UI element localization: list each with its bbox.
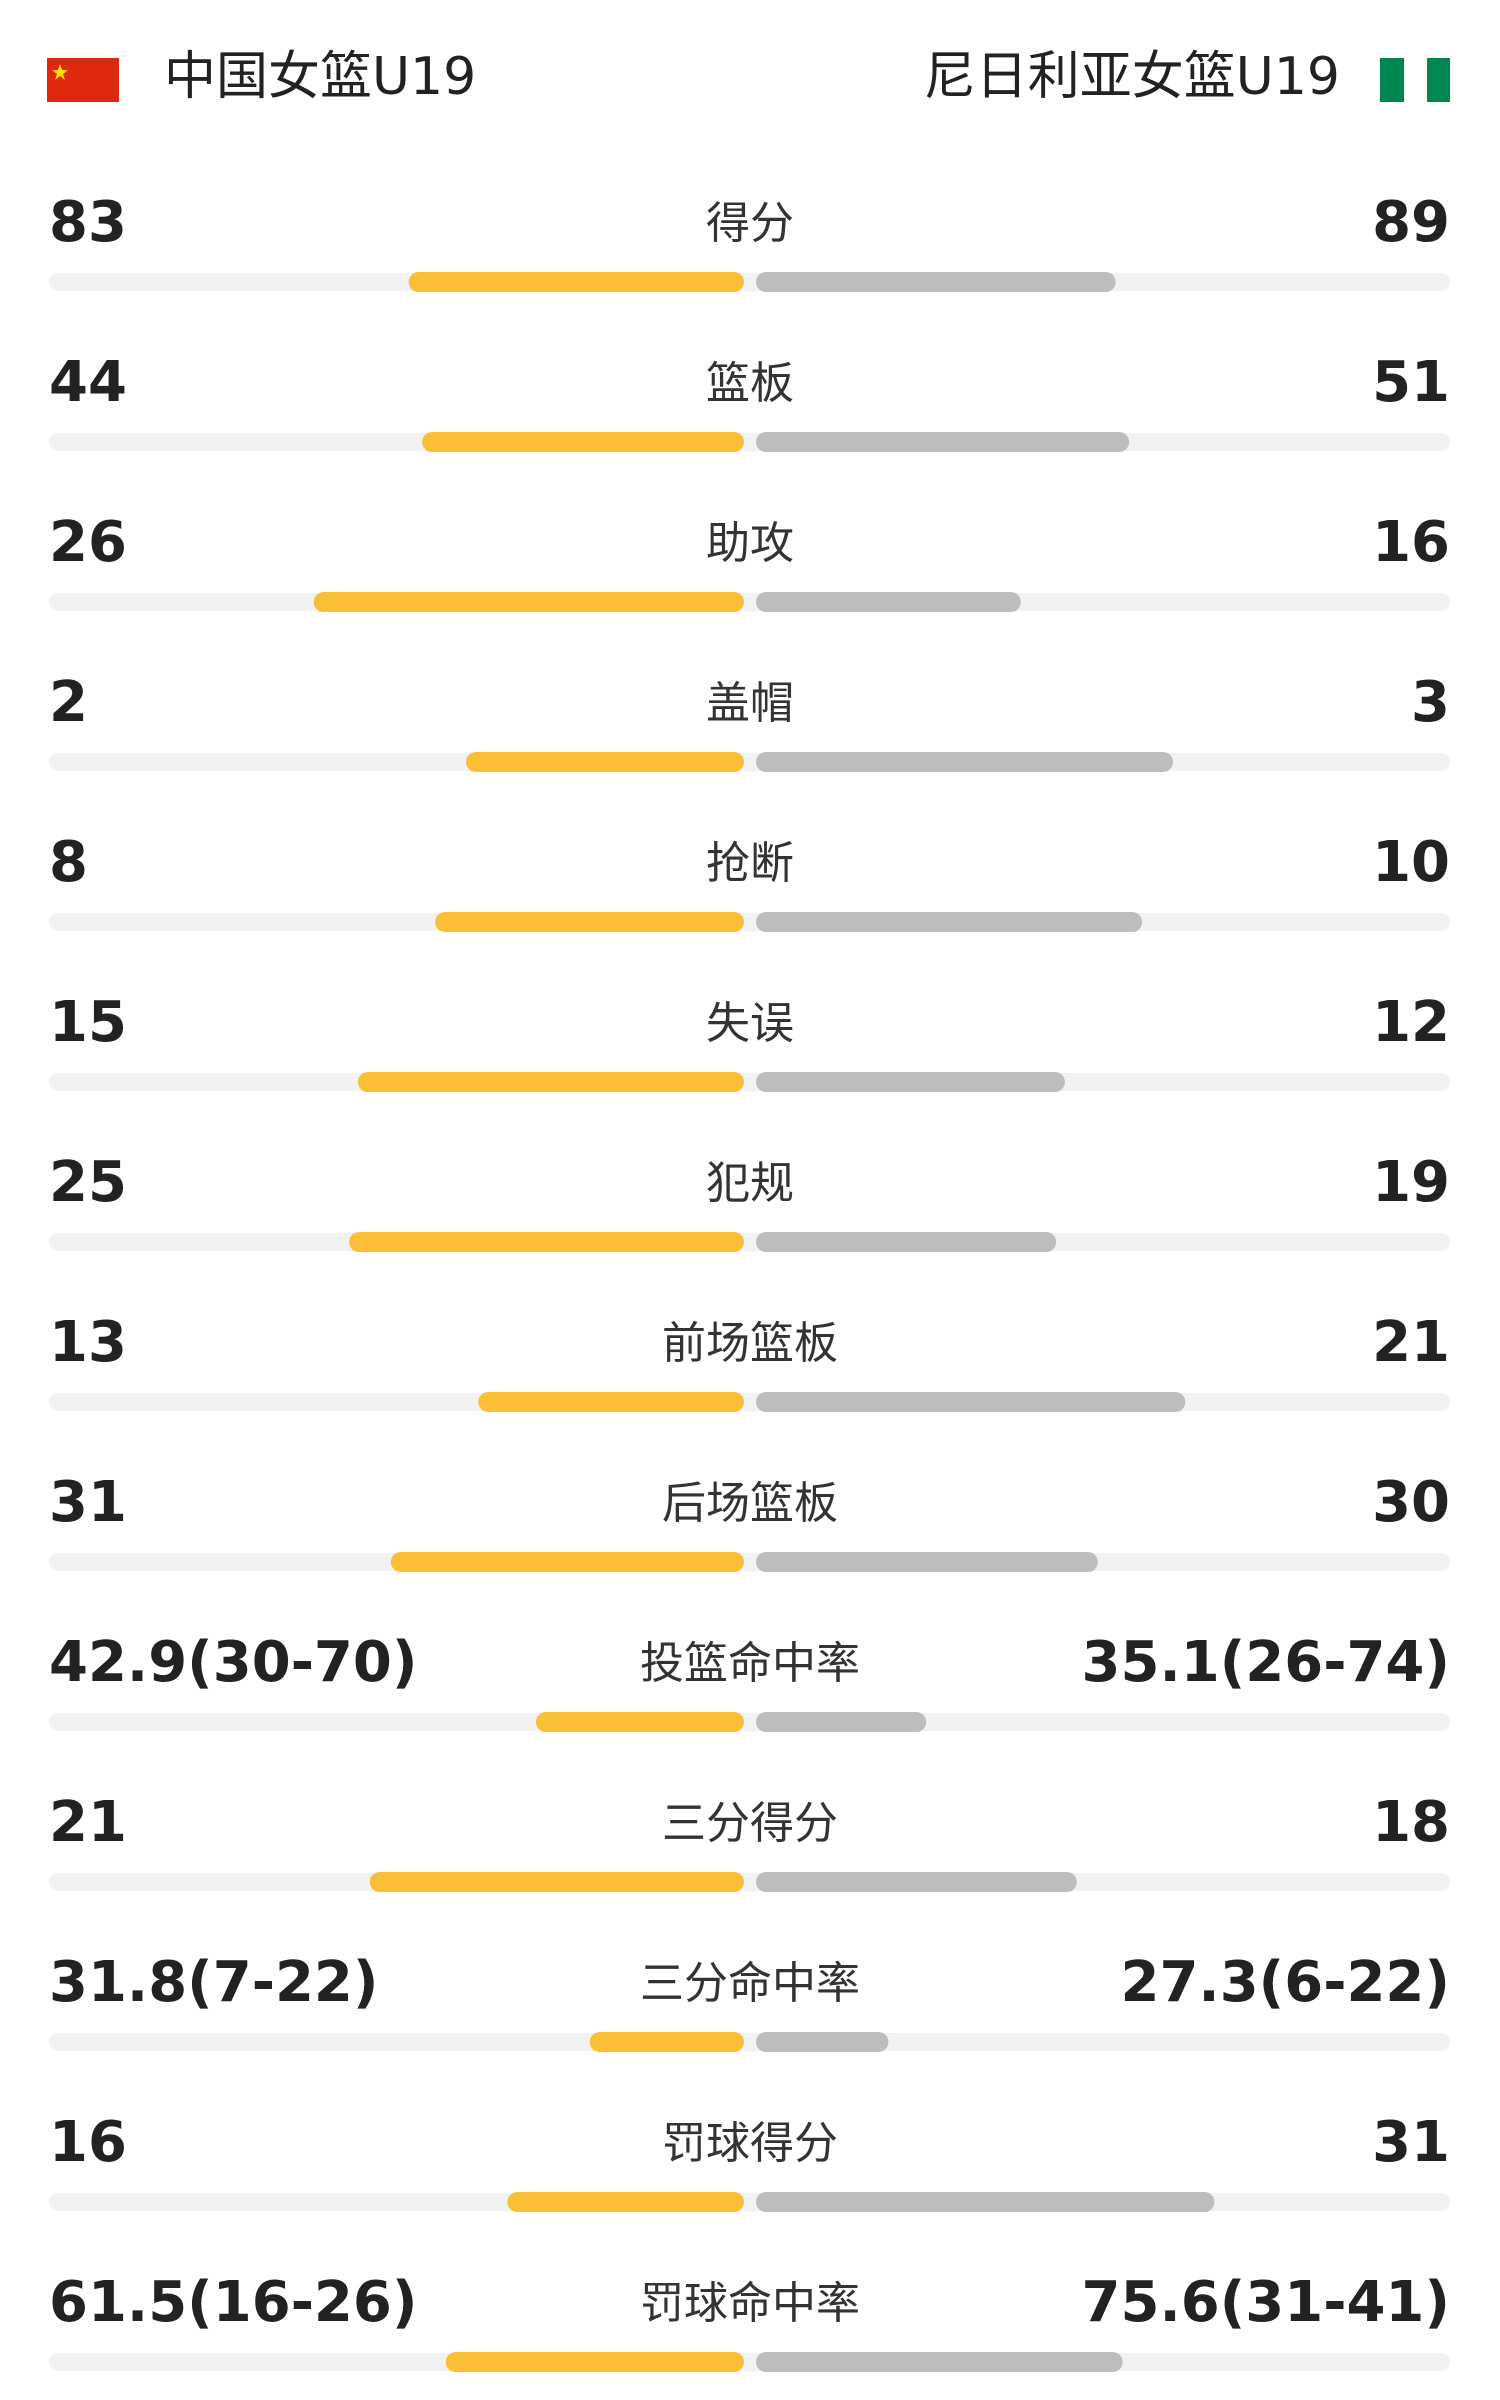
away-bar bbox=[756, 752, 1173, 772]
away-bar bbox=[756, 272, 1116, 292]
home-value: 8 bbox=[49, 830, 88, 895]
home-bar bbox=[369, 1872, 744, 1892]
away-value: 12 bbox=[1372, 990, 1450, 1055]
away-value: 51 bbox=[1372, 350, 1450, 415]
away-value: 16 bbox=[1372, 510, 1450, 575]
away-bar bbox=[756, 1232, 1057, 1252]
home-bar bbox=[507, 2192, 744, 2212]
away-bar bbox=[756, 2032, 889, 2052]
home-bar bbox=[478, 1392, 744, 1412]
away-bar bbox=[756, 1392, 1186, 1412]
home-bar bbox=[589, 2032, 744, 2052]
stat-label: 篮板 bbox=[706, 358, 794, 409]
away-bar bbox=[756, 2192, 1215, 2212]
stat-label: 助攻 bbox=[706, 518, 794, 569]
home-value: 2 bbox=[49, 670, 88, 735]
home-bar bbox=[535, 1712, 744, 1732]
home-bar bbox=[357, 1072, 744, 1092]
home-value: 16 bbox=[49, 2110, 127, 2175]
home-bar bbox=[445, 2352, 744, 2372]
bar-track bbox=[49, 1873, 1450, 1891]
home-bar bbox=[435, 912, 744, 932]
home-value: 15 bbox=[49, 990, 127, 1055]
away-value: 10 bbox=[1372, 830, 1450, 895]
flag-stripe bbox=[1427, 58, 1450, 102]
away-value: 30 bbox=[1372, 1470, 1450, 1535]
home-bar bbox=[408, 272, 744, 292]
bar-track bbox=[49, 433, 1450, 451]
home-bar bbox=[313, 592, 744, 612]
away-value: 31 bbox=[1372, 2110, 1450, 2175]
stat-label: 投篮命中率 bbox=[640, 1638, 860, 1689]
home-team: 中国女篮U19 bbox=[164, 47, 476, 107]
china-flag bbox=[47, 58, 119, 102]
home-value: 26 bbox=[49, 510, 127, 575]
bar-track bbox=[49, 913, 1450, 931]
away-value: 89 bbox=[1372, 190, 1450, 255]
stat-label: 抢断 bbox=[706, 838, 794, 889]
bar-track bbox=[49, 753, 1450, 771]
home-value: 61.5(16-26) bbox=[49, 2270, 417, 2335]
home-value: 31.8(7-22) bbox=[49, 1950, 379, 2015]
home-value: 25 bbox=[49, 1150, 127, 1215]
home-bar bbox=[466, 752, 744, 772]
flag-star bbox=[52, 64, 68, 80]
stat-rows: 83 89 得分 44 51 篮板 26 16 助攻 2 3 盖帽 8 10 抢断 15 12 失误 25 19 犯规 1… bbox=[49, 190, 1450, 2372]
bar-track bbox=[49, 1553, 1450, 1571]
away-bar bbox=[756, 1072, 1065, 1092]
away-bar bbox=[756, 1872, 1077, 1892]
stat-label: 得分 bbox=[706, 198, 794, 249]
nigeria-flag bbox=[1380, 58, 1450, 102]
away-team: 尼日利亚女篮U19 bbox=[924, 47, 1340, 107]
away-value: 27.3(6-22) bbox=[1121, 1950, 1451, 2015]
bar-track bbox=[49, 1713, 1450, 1731]
home-value: 31 bbox=[49, 1470, 127, 1535]
stat-label: 三分得分 bbox=[662, 1798, 838, 1849]
home-bar bbox=[349, 1232, 744, 1252]
away-value: 75.6(31-41) bbox=[1082, 2270, 1450, 2335]
away-bar bbox=[756, 1552, 1098, 1572]
away-bar bbox=[756, 592, 1021, 612]
bar-track bbox=[49, 1073, 1450, 1091]
bar-track bbox=[49, 273, 1450, 291]
stat-label: 盖帽 bbox=[706, 678, 794, 729]
away-bar bbox=[756, 2352, 1123, 2372]
stat-label: 罚球得分 bbox=[662, 2118, 838, 2169]
stat-label: 罚球命中率 bbox=[640, 2278, 860, 2329]
away-value: 35.1(26-74) bbox=[1082, 1630, 1450, 1695]
away-bar bbox=[756, 432, 1130, 452]
home-bar bbox=[390, 1552, 744, 1572]
bar-track bbox=[49, 1393, 1450, 1411]
away-value: 19 bbox=[1372, 1150, 1450, 1215]
stat-label: 犯规 bbox=[706, 1158, 794, 1209]
away-value: 18 bbox=[1372, 1790, 1450, 1855]
home-value: 42.9(30-70) bbox=[49, 1630, 417, 1695]
home-value: 13 bbox=[49, 1310, 127, 1375]
bar-track bbox=[49, 593, 1450, 611]
away-bar bbox=[756, 1712, 927, 1732]
home-value: 44 bbox=[49, 350, 127, 415]
bar-track bbox=[49, 2193, 1450, 2211]
stat-label: 三分命中率 bbox=[640, 1958, 860, 2009]
home-value: 83 bbox=[49, 190, 127, 255]
away-value: 21 bbox=[1372, 1310, 1450, 1375]
bar-track bbox=[49, 1233, 1450, 1251]
stat-label: 后场篮板 bbox=[662, 1478, 838, 1529]
bar-track bbox=[49, 2353, 1450, 2371]
stat-label: 前场篮板 bbox=[662, 1318, 838, 1369]
away-value: 3 bbox=[1411, 670, 1450, 735]
home-bar bbox=[422, 432, 744, 452]
away-bar bbox=[756, 912, 1143, 932]
flag-stripe bbox=[1380, 58, 1404, 102]
bar-track bbox=[49, 2033, 1450, 2051]
stat-label: 失误 bbox=[706, 998, 794, 1049]
home-value: 21 bbox=[49, 1790, 127, 1855]
flag-stripe bbox=[1404, 58, 1427, 102]
